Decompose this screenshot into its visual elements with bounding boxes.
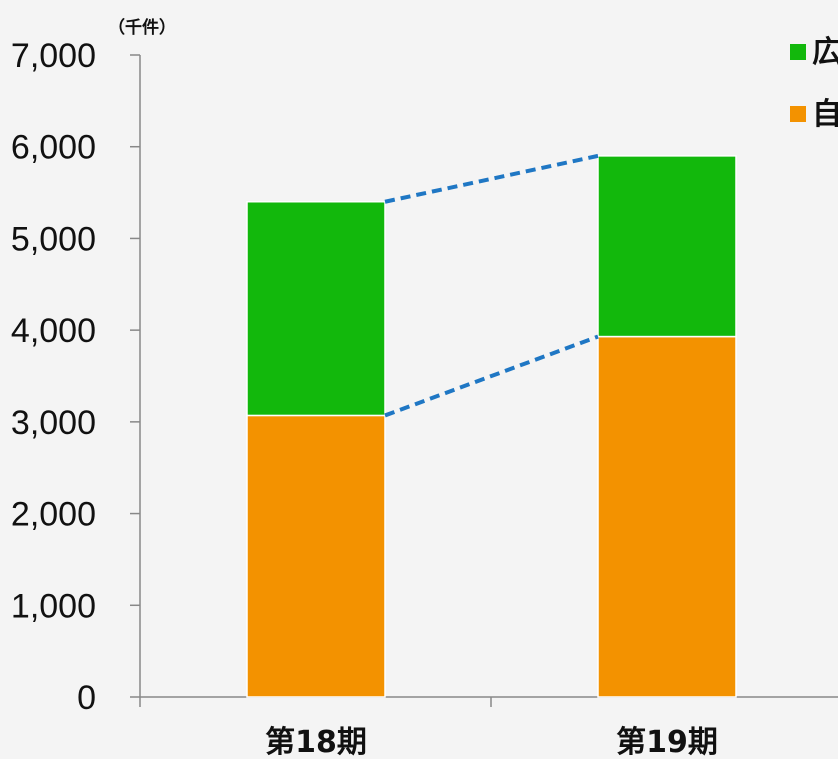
y-tick-label: 5,000 — [11, 220, 96, 258]
y-tick-label: 7,000 — [11, 37, 96, 75]
legend-swatch — [790, 106, 806, 122]
legend-swatch — [790, 44, 806, 60]
y-tick-label: 4,000 — [11, 312, 96, 350]
y-tick-label: 0 — [77, 679, 96, 717]
legend-label: 広 — [812, 35, 838, 70]
y-tick-label: 3,000 — [11, 404, 96, 442]
bar-segment — [597, 335, 737, 698]
x-category-label: 第19期 — [616, 725, 718, 759]
bar-segment — [597, 155, 737, 338]
connector-lines — [384, 153, 599, 418]
legend-label: 自 — [812, 97, 838, 132]
bars — [246, 155, 737, 698]
bar-segment — [246, 200, 386, 417]
y-axis-unit-label: （千件） — [108, 17, 176, 38]
y-axis-ticks: 0 1,000 2,000 3,000 4,000 5,000 6,000 7,000 — [11, 37, 492, 717]
x-category-label: 第18期 — [265, 725, 367, 759]
legend: 広自 — [790, 35, 838, 132]
y-tick-label: 2,000 — [11, 496, 96, 534]
connector-line — [384, 153, 599, 204]
bar-segment — [246, 414, 386, 698]
y-tick-label: 1,000 — [11, 587, 96, 625]
x-axis-labels: 第18期 第19期 — [265, 725, 718, 759]
y-tick-label: 6,000 — [11, 129, 96, 167]
connector-line — [384, 334, 599, 418]
